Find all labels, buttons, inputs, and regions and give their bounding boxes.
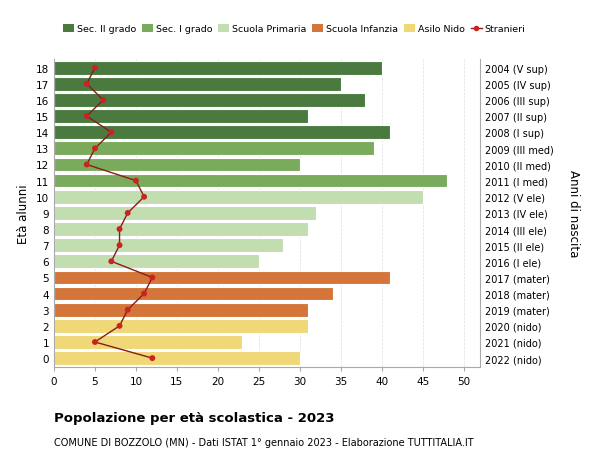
Bar <box>54 62 382 75</box>
Point <box>123 306 133 313</box>
Text: Popolazione per età scolastica - 2023: Popolazione per età scolastica - 2023 <box>54 411 335 424</box>
Bar <box>54 190 422 204</box>
Bar <box>54 158 300 172</box>
Y-axis label: Età alunni: Età alunni <box>17 184 31 243</box>
Point <box>90 65 100 72</box>
Point <box>107 129 116 137</box>
Bar <box>54 207 316 220</box>
Bar <box>54 352 300 365</box>
Point <box>148 355 157 362</box>
Point <box>82 81 92 88</box>
Y-axis label: Anni di nascita: Anni di nascita <box>568 170 581 257</box>
Point <box>139 290 149 297</box>
Bar <box>54 255 259 269</box>
Point <box>90 339 100 346</box>
Point <box>115 242 124 249</box>
Point <box>82 162 92 169</box>
Bar <box>54 303 308 317</box>
Bar <box>54 142 374 156</box>
Bar <box>54 78 341 91</box>
Bar <box>54 223 308 236</box>
Point <box>82 113 92 121</box>
Bar <box>54 126 390 140</box>
Bar <box>54 94 365 107</box>
Point <box>123 210 133 217</box>
Bar <box>54 319 308 333</box>
Bar <box>54 239 283 252</box>
Bar <box>54 110 308 123</box>
Legend: Sec. II grado, Sec. I grado, Scuola Primaria, Scuola Infanzia, Asilo Nido, Stran: Sec. II grado, Sec. I grado, Scuola Prim… <box>59 21 529 38</box>
Point <box>98 97 108 104</box>
Text: COMUNE DI BOZZOLO (MN) - Dati ISTAT 1° gennaio 2023 - Elaborazione TUTTITALIA.IT: COMUNE DI BOZZOLO (MN) - Dati ISTAT 1° g… <box>54 437 473 447</box>
Point <box>107 258 116 265</box>
Point <box>115 323 124 330</box>
Point <box>90 146 100 153</box>
Point <box>131 178 141 185</box>
Point <box>115 226 124 233</box>
Bar <box>54 174 447 188</box>
Point <box>139 194 149 201</box>
Bar <box>54 287 332 301</box>
Bar <box>54 336 242 349</box>
Point <box>148 274 157 281</box>
Bar <box>54 271 390 285</box>
